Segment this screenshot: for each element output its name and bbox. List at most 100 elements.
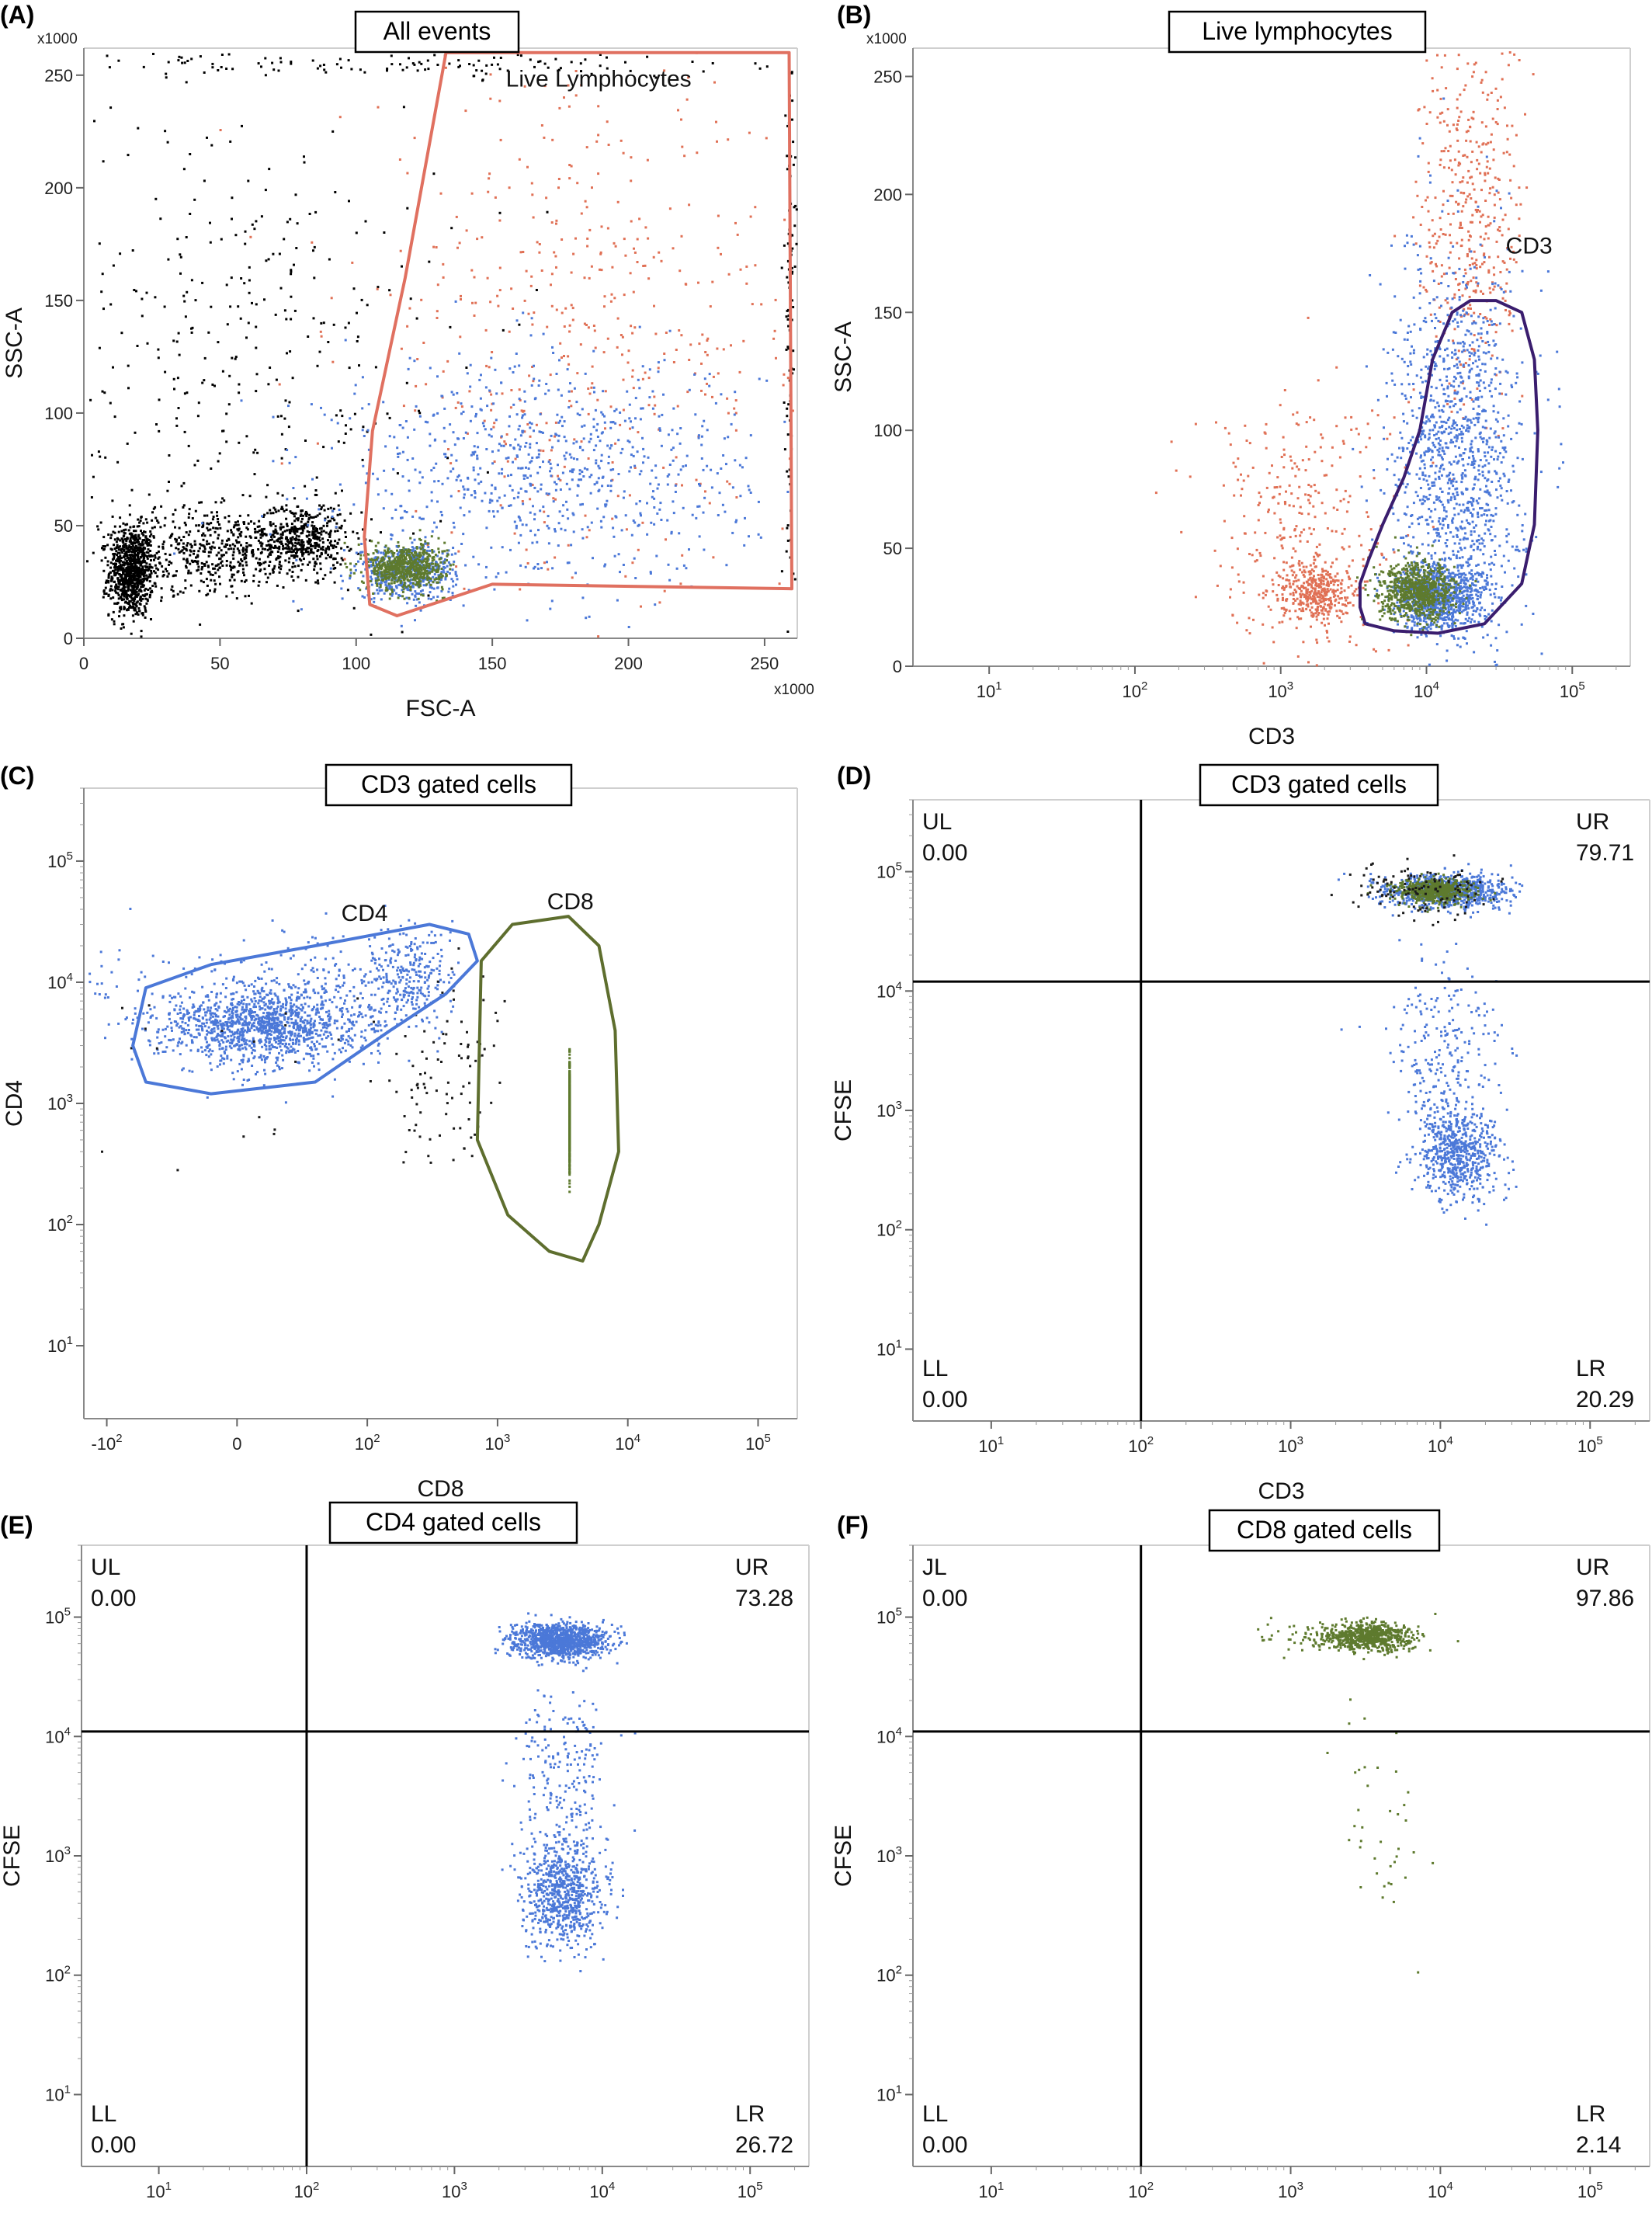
event-dot — [340, 557, 343, 560]
event-dot — [389, 565, 392, 568]
event-dot — [416, 560, 419, 563]
event-dot — [124, 543, 127, 546]
event-dot — [507, 456, 510, 459]
event-dot — [483, 419, 486, 422]
event-dot — [397, 541, 400, 544]
event-dot — [470, 453, 473, 457]
event-dot — [613, 241, 616, 245]
event-dot — [632, 387, 635, 390]
event-dot — [145, 291, 148, 294]
event-dot — [255, 303, 258, 306]
event-dot — [426, 59, 429, 62]
event-dot — [349, 562, 352, 565]
event-dot — [201, 534, 203, 537]
event-dot — [519, 251, 522, 254]
event-dot — [525, 523, 528, 526]
event-dot — [1338, 597, 1341, 600]
event-dot — [123, 601, 127, 604]
event-dot — [274, 546, 277, 549]
event-dot — [382, 578, 385, 581]
event-dot — [107, 533, 110, 536]
event-dot — [279, 526, 283, 529]
event-dot — [522, 311, 525, 314]
event-dot — [417, 573, 420, 576]
event-dot — [301, 517, 304, 520]
event-dot — [435, 246, 438, 248]
event-dot — [378, 571, 381, 574]
event-dot — [551, 138, 554, 141]
event-dot — [503, 440, 506, 443]
event-dot — [453, 526, 456, 529]
event-dot — [338, 526, 341, 529]
event-dot — [295, 552, 297, 554]
event-dot — [193, 552, 195, 555]
event-dot — [420, 517, 423, 520]
event-dot — [426, 566, 429, 569]
event-dot — [101, 390, 104, 393]
event-dot — [111, 577, 114, 580]
event-dot — [174, 526, 176, 529]
event-dot — [220, 238, 223, 241]
event-dot — [144, 606, 147, 610]
event-dot — [320, 321, 323, 325]
event-dot — [567, 561, 571, 565]
event-dot — [300, 543, 304, 546]
event-dot — [206, 514, 209, 517]
event-dot — [436, 500, 439, 503]
event-dot — [209, 528, 212, 531]
event-dot — [414, 594, 417, 597]
event-dot — [418, 471, 422, 474]
event-dot — [272, 567, 276, 570]
event-dot — [113, 620, 116, 623]
event-dot — [424, 420, 427, 423]
event-dot — [441, 482, 444, 485]
event-dot — [256, 530, 259, 533]
event-dot — [130, 593, 133, 596]
event-dot — [621, 447, 624, 450]
event-dot — [406, 458, 409, 461]
event-dot — [294, 544, 297, 547]
event-dot — [196, 569, 199, 572]
event-dot — [307, 540, 310, 544]
event-dot — [678, 329, 681, 332]
event-dot — [298, 543, 301, 546]
event-dot — [441, 575, 444, 577]
event-dot — [118, 581, 121, 584]
event-dot — [127, 549, 130, 552]
event-dot — [154, 516, 158, 519]
event-dot — [393, 560, 396, 563]
event-dot — [727, 273, 731, 276]
event-dot — [238, 551, 241, 554]
event-dot — [376, 578, 379, 581]
event-dot — [429, 568, 432, 571]
event-dot — [123, 593, 126, 596]
event-dot — [613, 554, 616, 558]
event-dot — [1337, 595, 1340, 598]
event-dot — [347, 321, 350, 325]
event-dot — [491, 484, 494, 487]
event-dot — [319, 64, 322, 68]
event-dot — [179, 255, 182, 259]
event-dot — [189, 584, 193, 587]
event-dot — [693, 373, 696, 376]
event-dot — [137, 549, 140, 552]
event-dot — [236, 547, 239, 551]
event-dot — [138, 558, 141, 561]
event-dot — [269, 512, 272, 515]
event-dot — [217, 69, 220, 71]
event-dot — [230, 566, 233, 569]
event-dot — [703, 419, 706, 422]
event-dot — [218, 566, 221, 569]
event-dot — [196, 555, 199, 558]
event-dot — [378, 566, 380, 569]
event-dot — [567, 84, 570, 87]
event-dot — [225, 539, 228, 542]
event-dot — [401, 68, 404, 71]
event-dot — [308, 561, 311, 564]
event-dot — [382, 551, 385, 554]
event-dot — [459, 64, 461, 68]
event-dot — [255, 568, 258, 571]
y-tick-label: 150 — [44, 291, 73, 311]
event-dot — [706, 464, 709, 467]
event-dot — [1338, 609, 1341, 612]
